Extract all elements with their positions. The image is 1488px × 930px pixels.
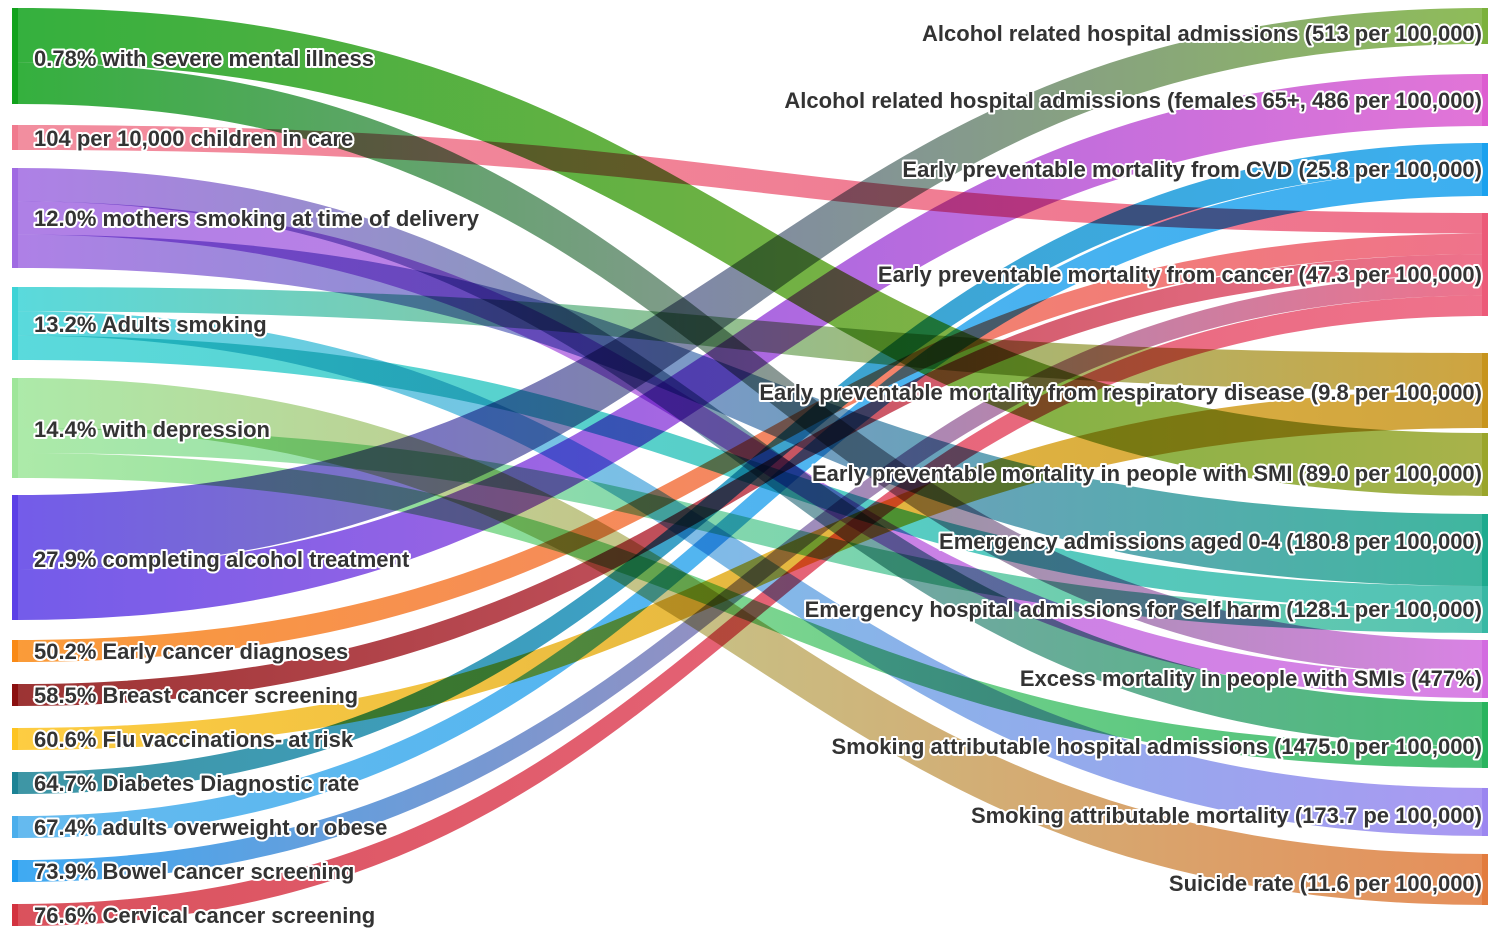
target-label-t1: Alcohol related hospital admissions (fem… bbox=[784, 88, 1482, 113]
source-label-s5: 27.9% completing alcohol treatment bbox=[34, 547, 410, 572]
target-label-t5: Early preventable mortality in people wi… bbox=[812, 461, 1482, 486]
target-node-t9 bbox=[1482, 702, 1488, 768]
flow-s11-t3 bbox=[18, 274, 1488, 882]
flow-s2-t6 bbox=[18, 234, 1488, 586]
target-label-t8: Excess mortality in people with SMIs (47… bbox=[1020, 666, 1482, 691]
source-node-s9 bbox=[12, 772, 18, 794]
sankey-nodes bbox=[12, 8, 1488, 926]
flow-s10-t2 bbox=[18, 169, 1488, 838]
source-node-s6 bbox=[12, 640, 18, 662]
target-node-t4 bbox=[1482, 353, 1488, 428]
target-node-t3 bbox=[1482, 213, 1488, 316]
source-label-s6: 50.2% Early cancer diagnoses bbox=[34, 639, 348, 664]
flow-s1-t3 bbox=[18, 125, 1488, 234]
source-label-s12: 76.6% Cervical cancer screening bbox=[34, 903, 375, 928]
source-node-s11 bbox=[12, 860, 18, 882]
source-label-s1: 104 per 10,000 children in care bbox=[34, 126, 353, 151]
source-node-s0 bbox=[12, 8, 18, 104]
target-node-t6 bbox=[1482, 514, 1488, 586]
flow-s9-t2 bbox=[18, 143, 1488, 794]
source-node-s2 bbox=[12, 168, 18, 268]
target-node-t7 bbox=[1482, 586, 1488, 633]
flow-s5-t0 bbox=[18, 8, 1488, 570]
source-label-s8: 60.6% Flu vaccinations- at risk bbox=[34, 727, 354, 752]
target-node-t1 bbox=[1482, 74, 1488, 126]
source-node-s1 bbox=[12, 125, 18, 150]
flow-s12-t3 bbox=[18, 295, 1488, 926]
source-node-s5 bbox=[12, 495, 18, 620]
source-label-s9: 64.7% Diabetes Diagnostic rate bbox=[34, 771, 359, 796]
target-label-t7: Emergency hospital admissions for self h… bbox=[805, 597, 1482, 622]
source-label-s0: 0.78% with severe mental illness bbox=[34, 46, 374, 71]
source-node-s10 bbox=[12, 816, 18, 838]
source-label-s3: 13.2% Adults smoking bbox=[34, 312, 267, 337]
flow-s5-t1 bbox=[18, 74, 1488, 620]
source-node-s7 bbox=[12, 684, 18, 706]
target-label-t11: Suicide rate (11.6 per 100,000) bbox=[1169, 871, 1482, 896]
target-label-t0: Alcohol related hospital admissions (513… bbox=[922, 21, 1482, 46]
flow-s6-t3 bbox=[18, 233, 1488, 662]
source-label-s4: 14.4% with depression bbox=[34, 417, 270, 442]
source-label-s10: 67.4% adults overweight or obese bbox=[34, 815, 387, 840]
target-label-t10: Smoking attributable mortality (173.7 pe… bbox=[971, 803, 1482, 828]
target-node-t5 bbox=[1482, 433, 1488, 496]
target-node-t8 bbox=[1482, 640, 1488, 698]
source-node-s4 bbox=[12, 378, 18, 478]
flow-s4-t7 bbox=[18, 428, 1488, 633]
sankey-links bbox=[18, 8, 1488, 926]
target-label-t2: Early preventable mortality from CVD (25… bbox=[902, 157, 1482, 182]
target-label-t3: Early preventable mortality from cancer … bbox=[878, 262, 1482, 287]
source-node-s12 bbox=[12, 904, 18, 926]
target-node-t10 bbox=[1482, 788, 1488, 836]
source-label-s7: 58.5% Breast cancer screening bbox=[34, 683, 358, 708]
flow-s4-t11 bbox=[18, 378, 1488, 905]
source-label-s11: 73.9% Bowel cancer screening bbox=[34, 859, 354, 884]
target-node-t2 bbox=[1482, 143, 1488, 196]
target-label-t4: Early preventable mortality from respira… bbox=[759, 380, 1482, 405]
sankey-labels: 0.78% with severe mental illness 104 per … bbox=[32, 19, 1484, 930]
target-label-t9: Smoking attributable hospital admissions… bbox=[832, 734, 1482, 759]
source-node-s3 bbox=[12, 287, 18, 360]
source-node-s8 bbox=[12, 728, 18, 750]
target-node-t0 bbox=[1482, 8, 1488, 44]
target-node-t11 bbox=[1482, 854, 1488, 905]
source-label-s2: 12.0% mothers smoking at time of deliver… bbox=[34, 206, 480, 231]
target-label-t6: Emergency admissions aged 0-4 (180.8 per… bbox=[939, 529, 1482, 554]
